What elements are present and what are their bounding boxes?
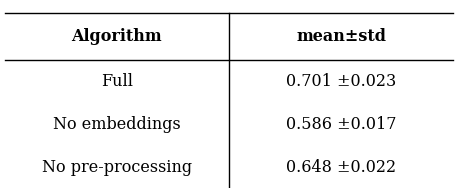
- Text: Full: Full: [101, 73, 133, 90]
- Text: 0.586 ±0.017: 0.586 ±0.017: [286, 116, 397, 133]
- Text: Algorithm: Algorithm: [71, 28, 162, 45]
- Text: mean±std: mean±std: [296, 28, 386, 45]
- Text: 0.648 ±0.022: 0.648 ±0.022: [286, 159, 396, 176]
- Text: No pre-processing: No pre-processing: [42, 159, 192, 176]
- Text: No embeddings: No embeddings: [53, 116, 180, 133]
- Text: 0.701 ±0.023: 0.701 ±0.023: [286, 73, 396, 90]
